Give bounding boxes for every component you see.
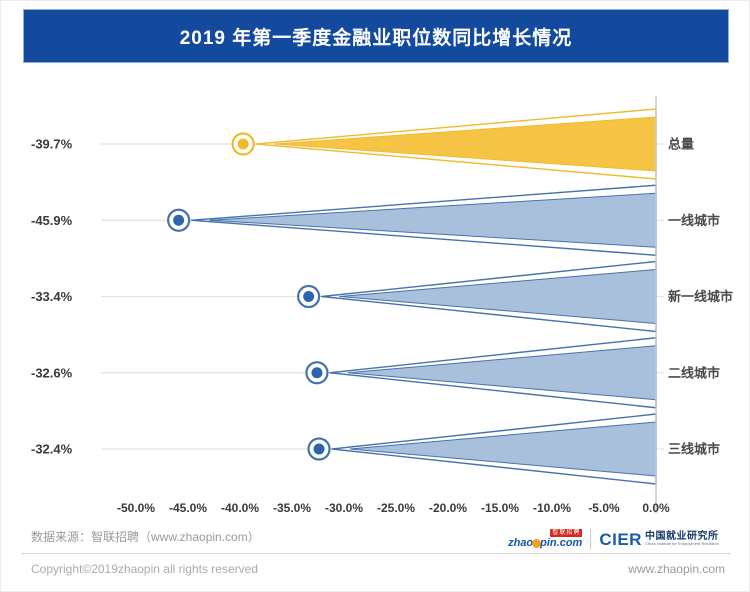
x-tick-label: -50.0% (117, 501, 155, 515)
value-label: -32.4% (31, 442, 73, 457)
value-label: -45.9% (31, 213, 73, 228)
data-marker (297, 284, 321, 309)
page-title-text: 2019 年第一季度金融业职位数同比增长情况 (179, 27, 573, 49)
cier-logo: CIER 中国就业研究所 China Institute for Employm… (599, 531, 727, 548)
x-tick-label: -5.0% (588, 501, 620, 515)
marker-dot (311, 367, 323, 379)
x-tick-label: -35.0% (273, 501, 311, 515)
x-tick-label: -20.0% (429, 501, 467, 515)
chart-row (255, 108, 657, 180)
site-url: www.zhaopin.com (628, 562, 725, 576)
data-source-note: 数据来源：智联招聘（www.zhaopin.com） (31, 530, 260, 544)
cier-name-en: China Institute for Employment Research (644, 541, 719, 546)
x-tick-label: -25.0% (377, 501, 415, 515)
value-label: -39.7% (31, 137, 73, 152)
value-label: -33.4% (31, 289, 73, 304)
data-marker (231, 132, 255, 156)
chart-row (329, 337, 657, 409)
x-tick-label: -45.0% (169, 501, 207, 515)
category-label: 总量 (668, 137, 694, 152)
cier-names: 中国就业研究所 China Institute for Employment R… (644, 530, 727, 547)
wedge-fill (209, 192, 657, 248)
zhaopin-word-right: pin.com (540, 537, 583, 549)
zhaopin-word-left: zhao (508, 537, 534, 549)
x-tick-label: 0.0% (642, 501, 670, 515)
sun-icon (532, 539, 542, 548)
marker-dot (303, 291, 315, 302)
page-title: 2019 年第一季度金融业职位数同比增长情况 (23, 9, 729, 63)
chart-row (320, 260, 657, 333)
category-label: 一线城市 (668, 213, 720, 228)
data-marker (305, 361, 329, 385)
footer-logos: 智联招聘 zhao pin.com CIER 中国就业研究所 China Inst… (508, 527, 727, 551)
logo-divider (590, 529, 592, 549)
marker-dot (313, 443, 325, 455)
value-label: -32.6% (31, 365, 73, 380)
marker-dot (173, 214, 185, 226)
x-tick-label: -40.0% (221, 501, 259, 515)
chart-row (331, 413, 657, 485)
cier-name-cn: 中国就业研究所 (644, 530, 719, 542)
data-marker (307, 437, 331, 461)
cier-acronym: CIER (599, 529, 642, 549)
footer-divider (21, 553, 731, 554)
data-marker (167, 208, 191, 232)
zhaopin-wordmark: zhao pin.com (508, 538, 582, 549)
chart-row (190, 184, 657, 256)
zhaopin-tag-label: 智联招聘 (550, 529, 583, 537)
marker-dot (237, 138, 249, 150)
category-label: 三线城市 (668, 442, 720, 457)
zhaopin-logo: 智联招聘 zhao pin.com (508, 529, 583, 549)
copyright-note: Copyright©2019zhaopin all rights reserve… (31, 562, 258, 576)
x-tick-label: -10.0% (533, 501, 571, 515)
category-label: 新一线城市 (668, 289, 733, 304)
x-tick-label: -15.0% (481, 501, 519, 515)
x-tick-label: -30.0% (325, 501, 363, 515)
category-label: 二线城市 (668, 365, 720, 380)
